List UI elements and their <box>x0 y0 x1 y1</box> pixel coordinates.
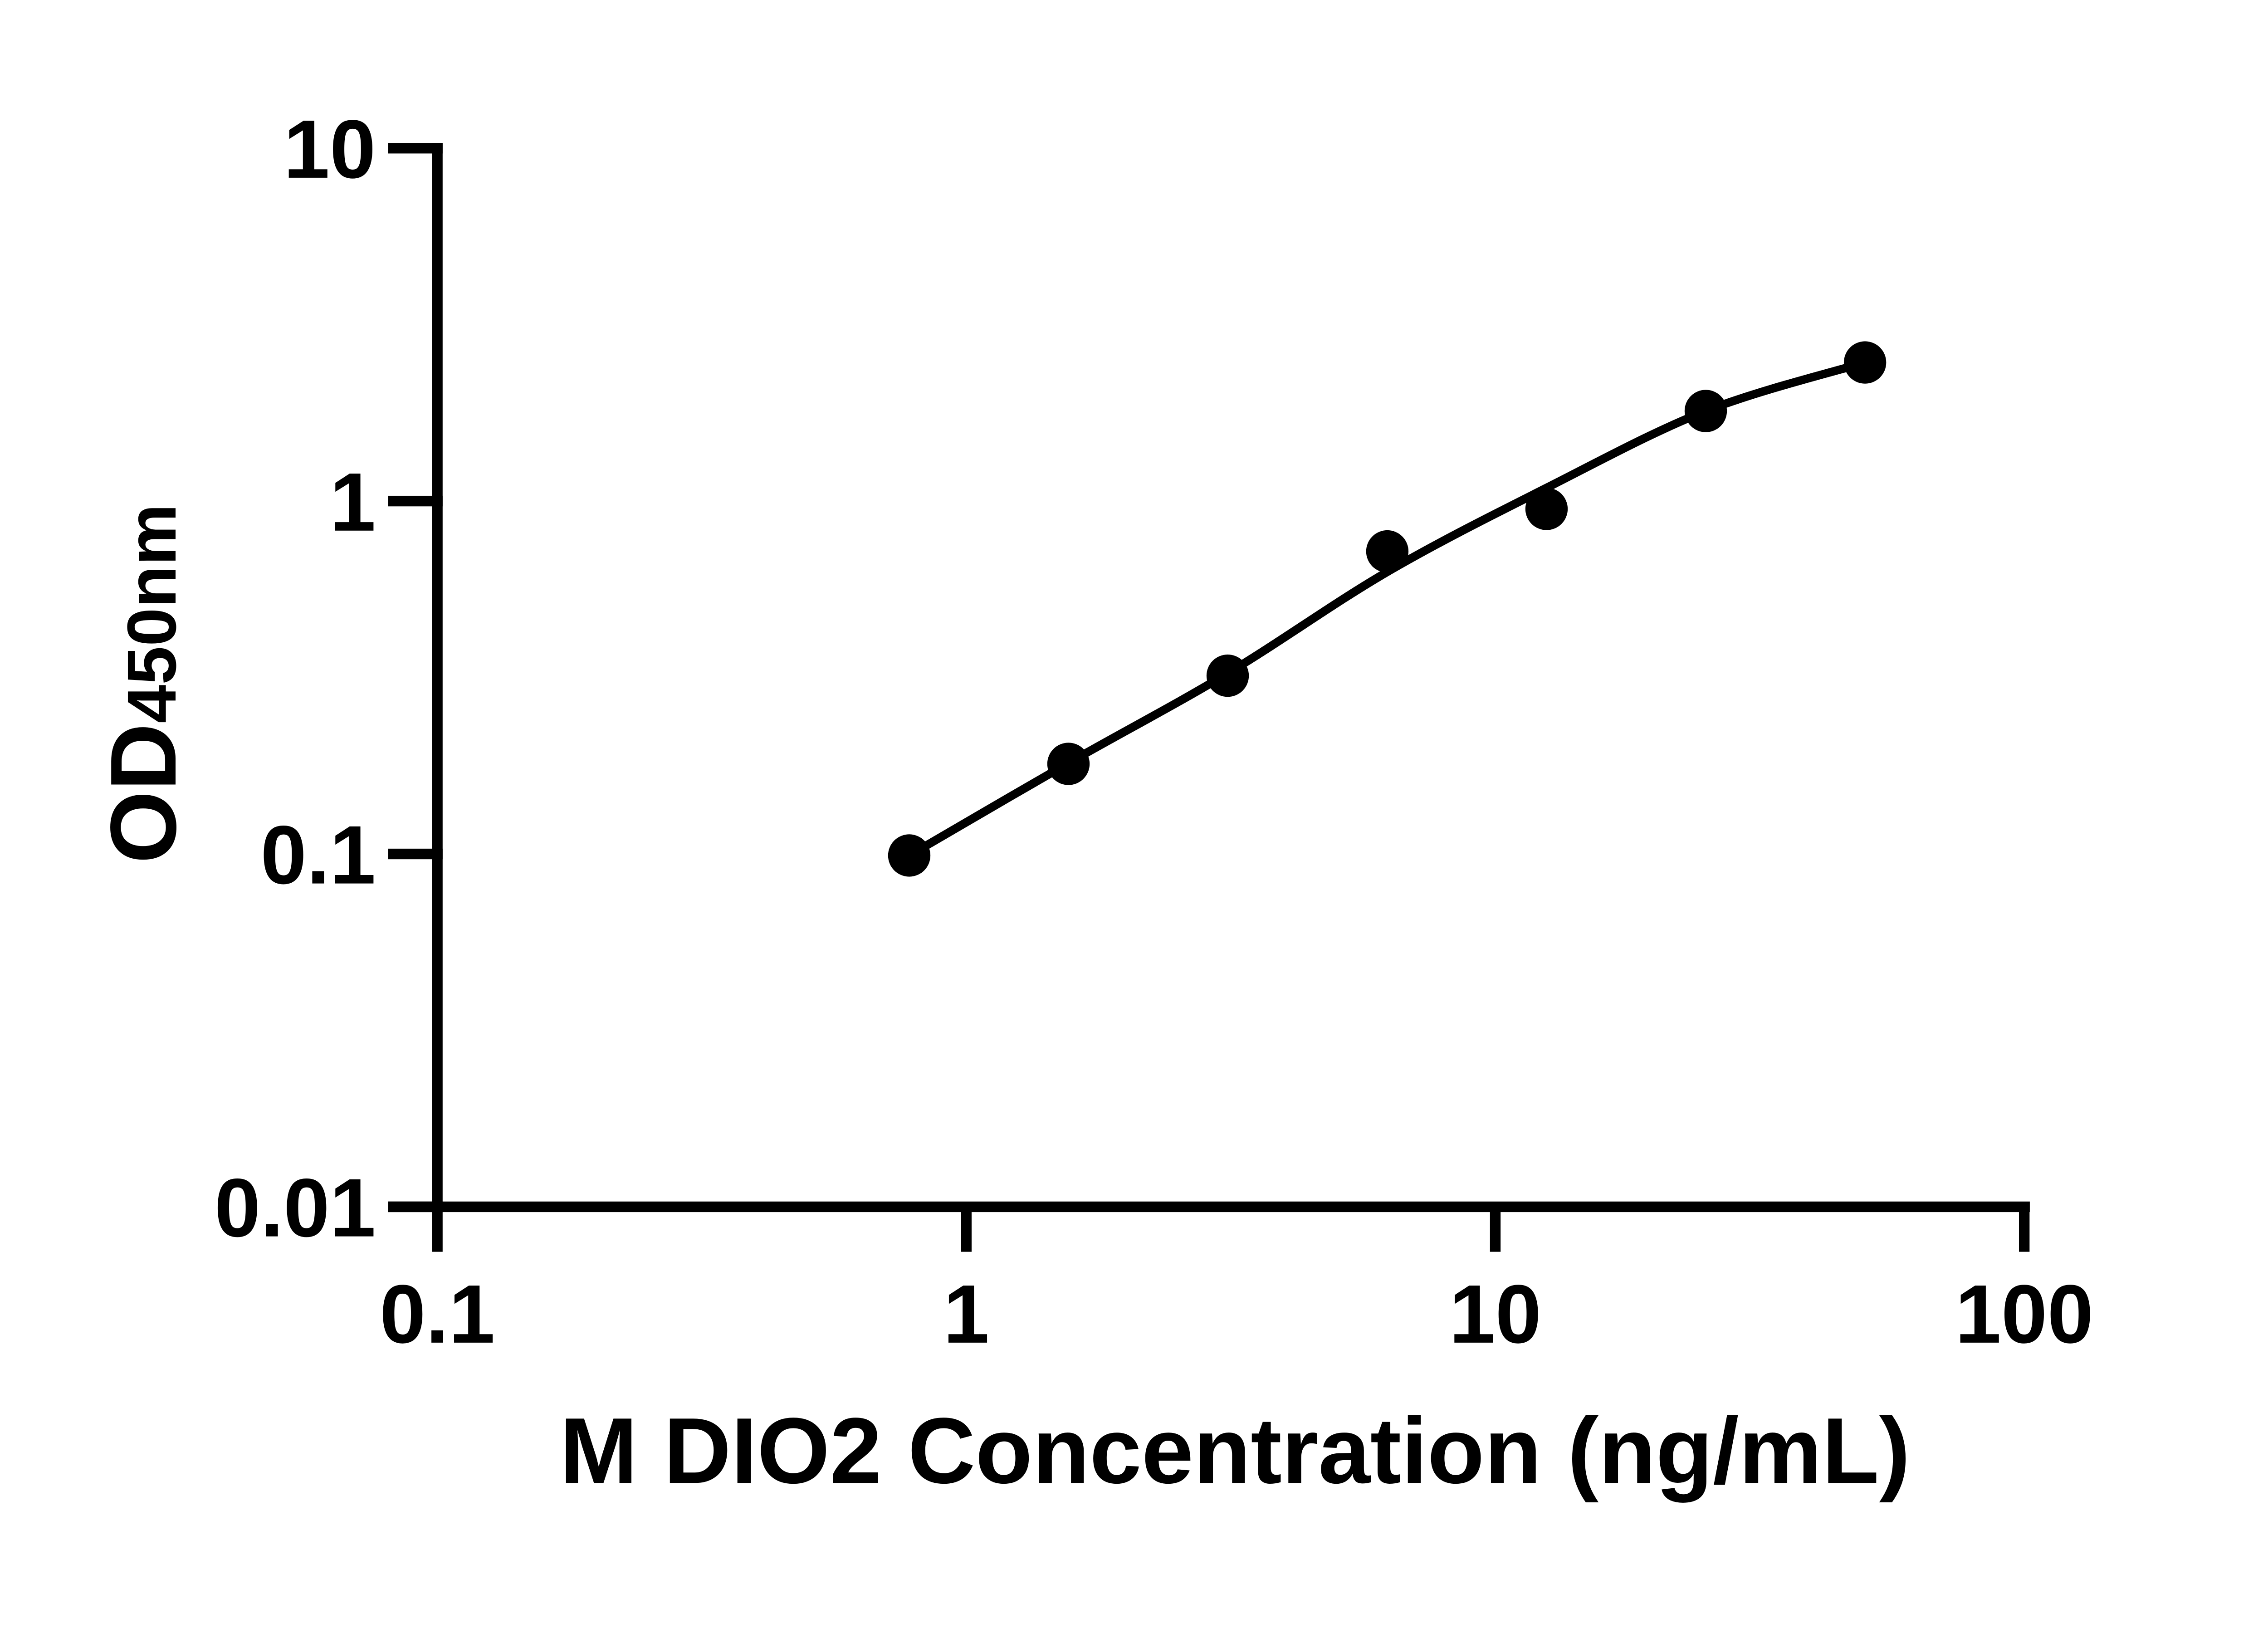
x-tick <box>1490 1207 1501 1252</box>
y-tick-label: 0.1 <box>260 809 376 901</box>
y-axis-title-subscript: 450nm <box>113 504 191 724</box>
x-tick <box>432 1207 443 1252</box>
fit-curve <box>907 358 1867 859</box>
data-point-marker <box>1843 341 1887 384</box>
y-tick-label: 0.01 <box>215 1162 376 1254</box>
y-tick <box>388 848 443 860</box>
data-point-marker <box>1525 488 1568 530</box>
x-tick-label: 0.1 <box>380 1268 495 1360</box>
x-tick <box>2019 1207 2030 1252</box>
axis-ticks <box>388 143 2030 1252</box>
data-point-marker <box>1206 654 1249 697</box>
x-tick <box>961 1207 972 1252</box>
x-tick-label: 10 <box>1449 1268 1541 1360</box>
y-axis-title: OD450nm <box>91 504 196 864</box>
y-tick <box>388 495 443 507</box>
data-points <box>888 341 1887 877</box>
x-tick-label: 1 <box>943 1268 989 1360</box>
data-point-marker <box>1047 743 1090 785</box>
data-point-marker <box>1684 390 1727 432</box>
y-tick-label: 10 <box>284 103 376 196</box>
y-axis-title-main: OD <box>91 723 196 863</box>
x-tick-label: 100 <box>1955 1268 2093 1360</box>
data-point-marker <box>888 834 931 877</box>
data-point-marker <box>1366 530 1409 573</box>
axes <box>388 143 2030 1213</box>
x-axis-line <box>388 1201 2030 1213</box>
y-tick-label: 1 <box>330 456 376 548</box>
elisa-standard-curve-figure: 10 1 0.1 0.01 0.1 1 10 100 M DIO2 Concentration… <box>91 103 2094 1503</box>
x-axis-title: M DIO2 Concentration (ng/mL) <box>560 1398 1910 1503</box>
y-tick <box>388 1201 443 1213</box>
y-axis-line <box>432 143 443 1213</box>
y-tick <box>388 143 443 154</box>
